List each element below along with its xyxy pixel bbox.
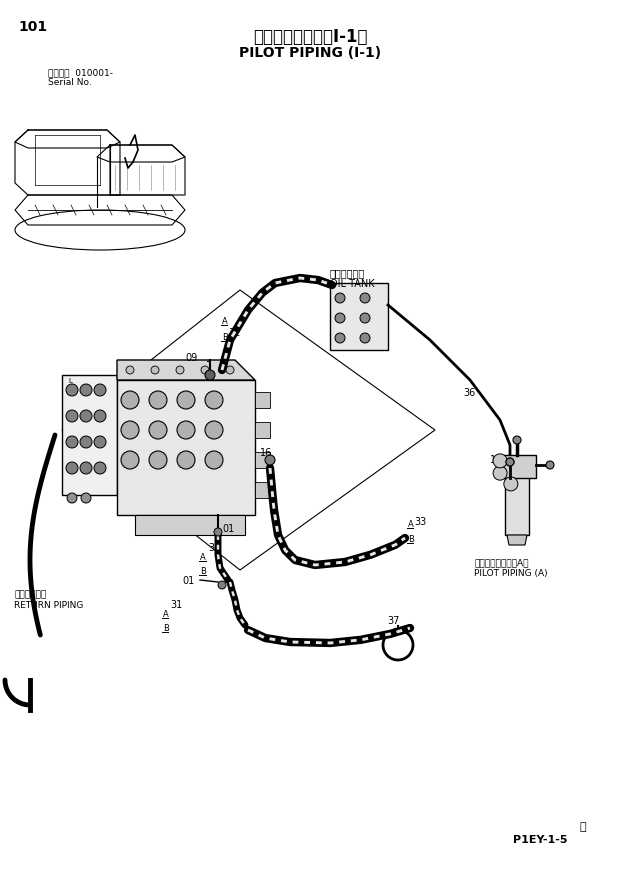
Circle shape (151, 366, 159, 374)
Circle shape (205, 391, 223, 409)
Text: A: A (163, 610, 169, 619)
Polygon shape (505, 475, 529, 535)
Circle shape (149, 391, 167, 409)
Text: PILOT PIPING (I-1): PILOT PIPING (I-1) (239, 46, 381, 60)
Circle shape (80, 462, 92, 474)
Polygon shape (62, 375, 117, 495)
Circle shape (94, 462, 106, 474)
Circle shape (126, 366, 134, 374)
Circle shape (66, 384, 78, 396)
Circle shape (149, 421, 167, 439)
Circle shape (94, 436, 106, 448)
Polygon shape (117, 360, 255, 380)
Circle shape (66, 436, 78, 448)
Text: 32: 32 (228, 328, 241, 338)
Text: パイロット配管（A）: パイロット配管（A） (474, 558, 528, 567)
Polygon shape (255, 482, 270, 498)
Text: PILOT PIPING (A): PILOT PIPING (A) (474, 569, 547, 578)
Text: 101: 101 (18, 20, 47, 34)
Circle shape (504, 477, 518, 491)
Text: 01: 01 (222, 524, 234, 534)
Circle shape (149, 451, 167, 469)
Polygon shape (117, 380, 255, 515)
Circle shape (201, 366, 209, 374)
Text: 37: 37 (387, 616, 399, 626)
Text: Ⓝ: Ⓝ (580, 822, 587, 832)
Circle shape (205, 370, 215, 380)
Text: 17: 17 (490, 455, 502, 465)
Circle shape (205, 451, 223, 469)
Text: A: A (200, 553, 206, 562)
Text: 01: 01 (182, 576, 194, 586)
Circle shape (81, 493, 91, 503)
Polygon shape (330, 283, 388, 350)
Polygon shape (255, 392, 270, 408)
Circle shape (493, 466, 507, 480)
Polygon shape (255, 422, 270, 438)
Text: 16: 16 (260, 448, 272, 458)
Polygon shape (498, 455, 536, 478)
Text: B: B (408, 535, 414, 544)
Text: B: B (163, 624, 169, 633)
Polygon shape (135, 515, 245, 535)
Text: 09: 09 (185, 353, 197, 363)
Circle shape (66, 410, 78, 422)
Circle shape (226, 366, 234, 374)
Circle shape (513, 436, 521, 444)
Circle shape (121, 391, 139, 409)
Circle shape (80, 436, 92, 448)
Circle shape (67, 493, 77, 503)
Circle shape (205, 421, 223, 439)
Text: 36: 36 (463, 388, 476, 398)
Text: A: A (222, 317, 228, 326)
Circle shape (121, 451, 139, 469)
Text: 33: 33 (414, 517, 427, 527)
Circle shape (335, 293, 345, 303)
Circle shape (80, 384, 92, 396)
Text: 31: 31 (170, 600, 182, 610)
Circle shape (265, 455, 275, 465)
Circle shape (506, 458, 514, 466)
Circle shape (177, 421, 195, 439)
Circle shape (214, 528, 222, 536)
Text: RETURN PIPING: RETURN PIPING (14, 601, 83, 610)
Circle shape (360, 333, 370, 343)
Text: OIL TANK: OIL TANK (330, 279, 374, 289)
Text: L: L (68, 378, 72, 384)
Circle shape (218, 581, 226, 589)
Circle shape (506, 458, 514, 466)
Text: 適用号機  010001-: 適用号機 010001- (48, 68, 113, 77)
Text: A: A (408, 520, 414, 529)
Circle shape (360, 293, 370, 303)
Circle shape (80, 410, 92, 422)
Text: リターン配管: リターン配管 (14, 590, 46, 599)
Text: オイルタンク: オイルタンク (330, 268, 365, 278)
Text: B: B (200, 567, 206, 576)
Circle shape (335, 313, 345, 323)
Circle shape (335, 333, 345, 343)
Text: Serial No.: Serial No. (48, 78, 92, 87)
Text: 30: 30 (208, 543, 220, 553)
Circle shape (177, 391, 195, 409)
Circle shape (493, 454, 507, 468)
Circle shape (121, 421, 139, 439)
Text: B: B (222, 333, 228, 342)
Polygon shape (255, 452, 270, 468)
Polygon shape (507, 535, 527, 545)
Circle shape (66, 462, 78, 474)
Circle shape (176, 366, 184, 374)
Circle shape (177, 451, 195, 469)
Text: P1EY-1-5: P1EY-1-5 (513, 835, 567, 845)
Circle shape (94, 384, 106, 396)
Circle shape (360, 313, 370, 323)
Circle shape (94, 410, 106, 422)
Text: パイロット配管（I-1）: パイロット配管（I-1） (253, 28, 367, 46)
Circle shape (546, 461, 554, 469)
